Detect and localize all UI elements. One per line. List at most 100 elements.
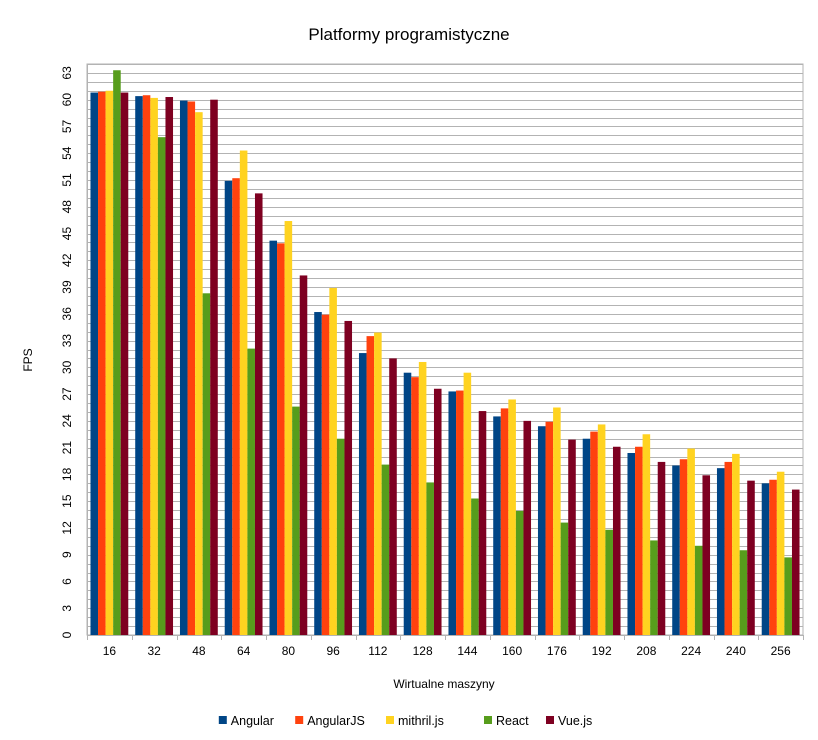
bar [724, 461, 733, 635]
y-tick-label: 45 [60, 227, 74, 241]
bar [523, 420, 532, 635]
y-tick-label: 48 [60, 200, 74, 214]
x-tick-label: 208 [636, 644, 656, 658]
bar [366, 336, 375, 635]
bar [150, 97, 158, 635]
bar [195, 112, 203, 636]
bar [463, 372, 472, 635]
x-axis-label: Wirtualne maszyny [393, 677, 494, 691]
x-tick-label: 80 [282, 644, 296, 658]
y-tick-label: 3 [60, 605, 74, 612]
y-tick-label: 33 [60, 334, 74, 348]
x-tick-label: 128 [413, 644, 433, 658]
bar [650, 540, 658, 635]
x-tick-label: 256 [771, 644, 791, 658]
bar [672, 465, 680, 635]
bar [157, 137, 166, 636]
bar [448, 391, 457, 635]
x-tick-label: 224 [681, 644, 701, 658]
x-tick-label: 32 [147, 644, 161, 658]
bar [642, 434, 651, 635]
bar [478, 411, 487, 635]
bar [113, 70, 121, 636]
bar [791, 489, 800, 635]
bar [358, 353, 367, 635]
bar [336, 438, 345, 635]
chart-title: Platformy programistyczne [308, 25, 509, 44]
bar [254, 193, 263, 635]
bar [515, 510, 524, 635]
bar [98, 91, 106, 635]
bar [471, 498, 479, 635]
bar [560, 522, 569, 635]
bar [702, 475, 711, 635]
bar [627, 452, 636, 635]
bar [418, 361, 427, 635]
y-tick-label: 6 [60, 578, 74, 585]
bar [590, 431, 598, 635]
bar [277, 243, 285, 635]
x-tick-label: 144 [457, 644, 477, 658]
legend-label: React [496, 714, 529, 728]
bar [232, 178, 240, 635]
axes [87, 64, 804, 640]
bar [187, 101, 196, 636]
y-tick-label: 54 [60, 146, 74, 160]
y-tick-label: 18 [60, 467, 74, 481]
x-tick-label: 160 [502, 644, 522, 658]
bar [553, 407, 561, 635]
y-tick-label: 12 [60, 521, 74, 535]
bar [321, 314, 330, 635]
bar [500, 408, 509, 635]
x-tick-label: 48 [192, 644, 206, 658]
bar [202, 293, 211, 635]
bar [389, 358, 397, 635]
y-tick-label: 0 [60, 631, 74, 638]
legend: Angular AngularJS mithril.js React Vue.js [218, 714, 592, 728]
y-tick-label: 51 [60, 173, 74, 187]
bar [210, 99, 218, 635]
bar [657, 461, 666, 635]
bar [732, 453, 740, 635]
legend-swatch [546, 716, 554, 724]
bar [694, 545, 703, 635]
bar [314, 312, 322, 635]
x-tick-label: 112 [368, 644, 387, 658]
y-tick-label: 15 [60, 494, 74, 508]
legend-label: AngularJS [307, 714, 365, 728]
bar [120, 92, 129, 636]
bar [784, 557, 792, 635]
bar [716, 468, 725, 635]
bar [179, 100, 188, 635]
bar [747, 480, 755, 635]
y-tick-label: 63 [60, 66, 74, 80]
bar [545, 421, 554, 635]
bar [687, 448, 695, 635]
bar [508, 399, 516, 635]
bar [635, 446, 643, 635]
bar [739, 550, 748, 635]
bar [582, 438, 591, 635]
bar [537, 426, 546, 635]
bar [374, 332, 382, 635]
x-tick-label: 240 [726, 644, 746, 658]
bar [433, 388, 442, 635]
bar [612, 446, 621, 635]
y-tick-label: 39 [60, 280, 74, 294]
bar [292, 406, 300, 635]
bar [135, 96, 143, 635]
legend-swatch [484, 716, 492, 724]
y-tick-label: 57 [60, 119, 74, 133]
bar [329, 287, 337, 635]
bar [269, 240, 278, 635]
bar [769, 479, 777, 635]
legend-label: mithril.js [398, 714, 444, 728]
x-tick-label: 16 [103, 644, 117, 658]
legend-swatch [386, 716, 394, 724]
y-tick-label: 30 [60, 360, 74, 374]
bar [239, 150, 248, 636]
bar [105, 90, 114, 635]
bar [381, 464, 390, 635]
bar [568, 439, 576, 635]
